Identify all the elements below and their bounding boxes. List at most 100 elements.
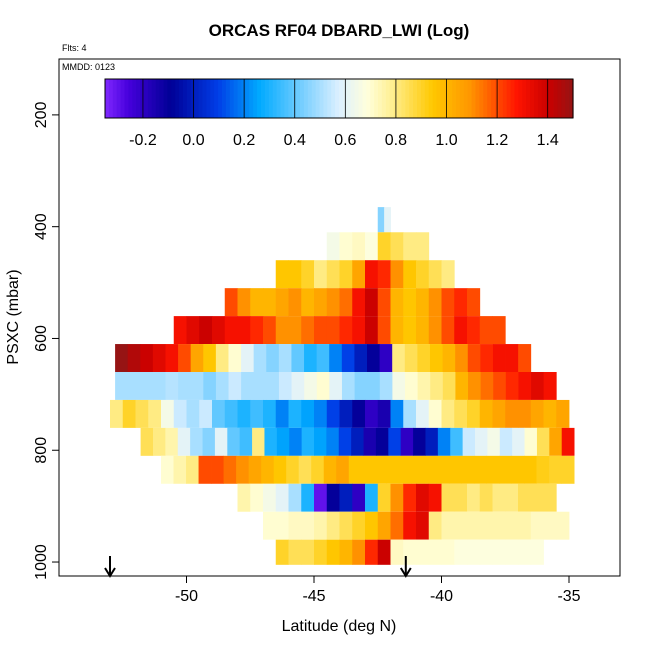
heatmap-cell: [386, 455, 400, 484]
heatmap-cell: [518, 539, 532, 565]
colorbar-swatch: [522, 79, 527, 118]
heatmap-cell: [428, 399, 442, 428]
heatmap-cell: [450, 427, 464, 456]
heatmap-cell: [365, 232, 379, 261]
heatmap-cell: [288, 483, 302, 512]
heatmap-cell: [373, 455, 387, 484]
colorbar-swatch: [498, 79, 504, 118]
colorbar-swatch: [315, 79, 321, 118]
heatmap-cell: [468, 371, 482, 400]
colorbar-swatch: [222, 79, 227, 118]
colorbar-swatch: [569, 79, 574, 118]
heatmap-cell: [178, 371, 192, 400]
colorbar-swatch: [530, 79, 535, 118]
colorbar-swatch: [108, 79, 114, 118]
heatmap-cell: [404, 371, 419, 400]
colorbar-swatch: [440, 79, 445, 118]
colorbar-swatch: [526, 79, 531, 118]
heatmap-cell: [140, 371, 154, 400]
heatmap-cell: [505, 483, 519, 512]
colorbar-swatch: [272, 79, 278, 118]
heatmap-cell: [390, 511, 404, 540]
colorbar-swatch: [424, 79, 430, 118]
heatmap-cell: [361, 455, 375, 484]
heatmap-cell: [403, 399, 417, 428]
heatmap-cell: [173, 399, 187, 428]
heatmap-cell: [441, 316, 455, 345]
heatmap-cell: [288, 316, 302, 345]
heatmap-cell: [384, 207, 391, 233]
heatmap-cell: [454, 316, 468, 345]
heatmap-cell: [224, 399, 238, 428]
heatmap-cell: [301, 427, 315, 456]
heatmap-cell: [454, 399, 468, 428]
heatmap-cell: [314, 427, 327, 456]
heatmap-cell: [423, 455, 437, 484]
heatmap-cell: [428, 511, 442, 540]
heatmap-cell: [379, 371, 393, 400]
heatmap-cell: [441, 288, 455, 317]
heatmap-cell: [304, 371, 318, 400]
heatmap-cell: [377, 260, 391, 289]
heatmap-cell: [301, 316, 315, 345]
marker-arrow-icon: [104, 567, 116, 578]
colorbar-swatch: [186, 79, 192, 118]
heatmap-cell: [543, 399, 557, 428]
heatmap-cell: [442, 371, 456, 400]
heatmap-cell: [416, 399, 430, 428]
heatmap-cell: [492, 316, 506, 345]
heatmap-cell: [487, 427, 501, 456]
colorbar-swatch: [475, 79, 480, 118]
heatmap-cell: [365, 260, 379, 289]
heatmap-cell: [339, 260, 353, 289]
colorbar-tick-label: 1.4: [537, 132, 559, 149]
colorbar-swatch: [214, 79, 219, 118]
colorbar-swatch: [307, 79, 313, 118]
heatmap-cell: [352, 288, 366, 317]
colorbar-swatch: [514, 79, 519, 118]
colorbar-tick-label: 1.0: [435, 132, 457, 149]
heatmap-cell: [352, 232, 366, 261]
heatmap-cell: [289, 427, 303, 456]
colorbar-tick-label: 0.4: [284, 132, 306, 149]
heatmap-cell: [403, 483, 417, 512]
heatmap-cell: [339, 232, 353, 261]
heatmap-cell: [212, 316, 226, 345]
heatmap-cell: [428, 539, 442, 565]
heatmap-cell: [416, 316, 430, 345]
y-tick-label: 1000: [33, 544, 50, 580]
colorbar-swatch: [456, 79, 461, 118]
colorbar-swatch: [350, 79, 356, 118]
heatmap-cell: [115, 344, 129, 372]
heatmap-cell: [479, 483, 493, 512]
heatmap-cell: [543, 483, 557, 512]
heatmap-cell: [416, 288, 430, 317]
heatmap-cell: [404, 344, 418, 372]
heatmap-cell: [301, 483, 315, 512]
colorbar-swatch: [233, 79, 239, 118]
heatmap-cell: [455, 371, 469, 400]
heatmap-cell: [428, 288, 442, 317]
heatmap-cell: [339, 511, 353, 540]
heatmap-cell: [288, 260, 302, 289]
heatmap-cell: [441, 483, 455, 512]
heatmap-cell: [253, 344, 267, 372]
heatmap-cell: [250, 288, 264, 317]
heatmap-cell: [417, 371, 431, 400]
heatmap-cell: [248, 455, 262, 484]
colorbar-swatch: [300, 79, 305, 118]
heatmap-cell: [486, 455, 500, 484]
heatmap-cell: [561, 455, 575, 484]
colorbar-swatch: [463, 79, 469, 118]
colorbar-swatch: [253, 79, 258, 118]
heatmap-cell: [135, 399, 149, 428]
heatmap-cell: [413, 427, 426, 456]
colorbar-swatch: [459, 79, 465, 118]
heatmap-cell: [261, 455, 275, 484]
flight-count-label: Flts: 4: [62, 43, 87, 53]
colorbar-swatch: [331, 79, 336, 118]
heatmap-cell: [441, 539, 455, 565]
heatmap-cell: [536, 455, 550, 484]
heatmap-cell: [178, 344, 192, 372]
heatmap-cell: [186, 316, 200, 345]
